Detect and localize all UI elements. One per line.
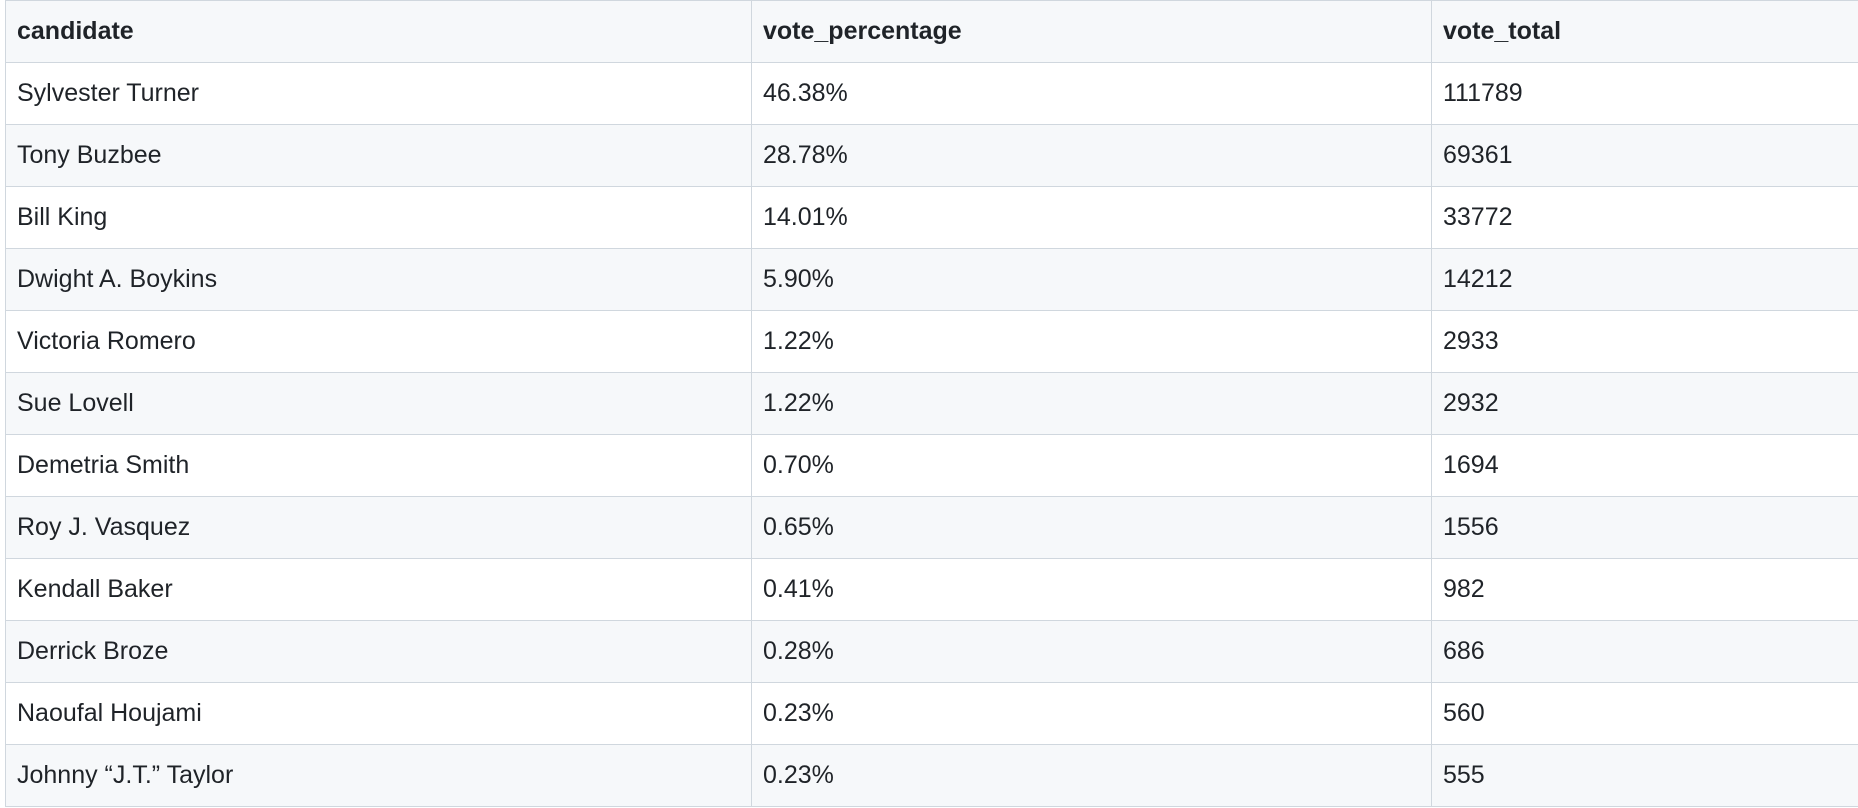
vote-percentage-cell: 14.01% bbox=[751, 186, 1432, 249]
column-header-vote-total: vote_total bbox=[1431, 0, 1858, 63]
vote-percentage-cell: 0.23% bbox=[751, 682, 1432, 745]
vote-total-cell: 560 bbox=[1431, 682, 1858, 745]
vote-total-cell: 2933 bbox=[1431, 310, 1858, 373]
table-row: Derrick Broze 0.28% 686 bbox=[5, 620, 1858, 683]
table-header: candidate vote_percentage vote_total bbox=[5, 0, 1858, 63]
candidate-cell: Tony Buzbee bbox=[5, 124, 752, 187]
table-row: Bill King 14.01% 33772 bbox=[5, 186, 1858, 249]
header-row: candidate vote_percentage vote_total bbox=[5, 0, 1858, 63]
table-row: Victoria Romero 1.22% 2933 bbox=[5, 310, 1858, 373]
column-header-candidate: candidate bbox=[5, 0, 752, 63]
vote-percentage-cell: 28.78% bbox=[751, 124, 1432, 187]
results-table: candidate vote_percentage vote_total Syl… bbox=[5, 0, 1858, 807]
table-row: Kendall Baker 0.41% 982 bbox=[5, 558, 1858, 621]
vote-total-cell: 14212 bbox=[1431, 248, 1858, 311]
table-row: Sue Lovell 1.22% 2932 bbox=[5, 372, 1858, 435]
vote-percentage-cell: 1.22% bbox=[751, 372, 1432, 435]
candidate-cell: Victoria Romero bbox=[5, 310, 752, 373]
candidate-cell: Derrick Broze bbox=[5, 620, 752, 683]
candidate-cell: Johnny “J.T.” Taylor bbox=[5, 744, 752, 807]
table-row: Naoufal Houjami 0.23% 560 bbox=[5, 682, 1858, 745]
candidate-cell: Dwight A. Boykins bbox=[5, 248, 752, 311]
vote-percentage-cell: 1.22% bbox=[751, 310, 1432, 373]
vote-total-cell: 982 bbox=[1431, 558, 1858, 621]
vote-total-cell: 1694 bbox=[1431, 434, 1858, 497]
vote-percentage-cell: 0.65% bbox=[751, 496, 1432, 559]
vote-percentage-cell: 0.28% bbox=[751, 620, 1432, 683]
vote-total-cell: 33772 bbox=[1431, 186, 1858, 249]
table-row: Demetria Smith 0.70% 1694 bbox=[5, 434, 1858, 497]
vote-total-cell: 686 bbox=[1431, 620, 1858, 683]
candidate-cell: Kendall Baker bbox=[5, 558, 752, 621]
candidate-cell: Roy J. Vasquez bbox=[5, 496, 752, 559]
table-row: Johnny “J.T.” Taylor 0.23% 555 bbox=[5, 744, 1858, 807]
table-row: Tony Buzbee 28.78% 69361 bbox=[5, 124, 1858, 187]
candidate-cell: Demetria Smith bbox=[5, 434, 752, 497]
table-row: Sylvester Turner 46.38% 111789 bbox=[5, 62, 1858, 125]
vote-total-cell: 1556 bbox=[1431, 496, 1858, 559]
vote-percentage-cell: 46.38% bbox=[751, 62, 1432, 125]
vote-percentage-cell: 0.41% bbox=[751, 558, 1432, 621]
table-body: Sylvester Turner 46.38% 111789 Tony Buzb… bbox=[5, 62, 1858, 807]
table-row: Roy J. Vasquez 0.65% 1556 bbox=[5, 496, 1858, 559]
column-header-vote-percentage: vote_percentage bbox=[751, 0, 1432, 63]
results-table-container: candidate vote_percentage vote_total Syl… bbox=[5, 0, 1858, 807]
candidate-cell: Sue Lovell bbox=[5, 372, 752, 435]
vote-total-cell: 555 bbox=[1431, 744, 1858, 807]
table-row: Dwight A. Boykins 5.90% 14212 bbox=[5, 248, 1858, 311]
vote-percentage-cell: 0.23% bbox=[751, 744, 1432, 807]
vote-percentage-cell: 0.70% bbox=[751, 434, 1432, 497]
vote-total-cell: 69361 bbox=[1431, 124, 1858, 187]
candidate-cell: Sylvester Turner bbox=[5, 62, 752, 125]
vote-percentage-cell: 5.90% bbox=[751, 248, 1432, 311]
candidate-cell: Naoufal Houjami bbox=[5, 682, 752, 745]
candidate-cell: Bill King bbox=[5, 186, 752, 249]
vote-total-cell: 2932 bbox=[1431, 372, 1858, 435]
vote-total-cell: 111789 bbox=[1431, 62, 1858, 125]
